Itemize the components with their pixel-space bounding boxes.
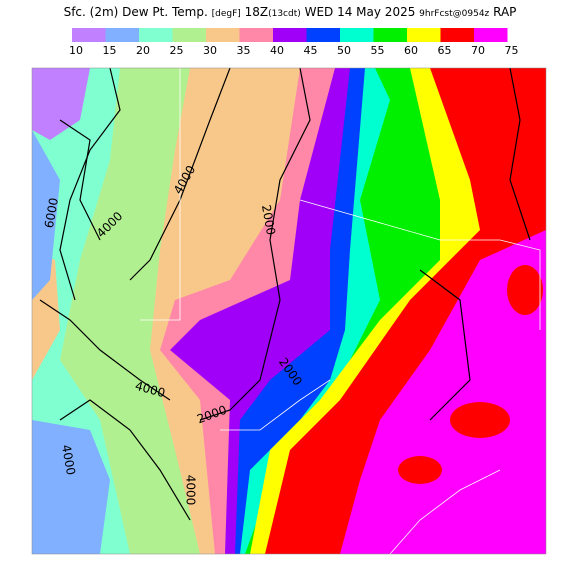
title-part: 9hrFcst@0954z bbox=[419, 9, 489, 19]
title-part: WED 14 May 2025 bbox=[305, 5, 416, 19]
colorbar-swatch bbox=[474, 28, 508, 42]
colorbar-swatch bbox=[340, 28, 374, 42]
colorbar-swatch bbox=[373, 28, 407, 42]
colorbar-swatch bbox=[105, 28, 139, 42]
region bbox=[398, 456, 442, 484]
title-part: RAP bbox=[493, 5, 516, 19]
region bbox=[32, 68, 90, 140]
colorbar-label: 65 bbox=[438, 44, 452, 57]
colorbar-label: 60 bbox=[404, 44, 418, 57]
colorbar-swatch bbox=[139, 28, 173, 42]
colorbar-label: 50 bbox=[337, 44, 351, 57]
colorbar-swatch bbox=[172, 28, 206, 42]
region bbox=[450, 402, 510, 438]
colorbar-label: 15 bbox=[103, 44, 117, 57]
colorbar-label: 55 bbox=[371, 44, 385, 57]
contour bbox=[59, 399, 191, 521]
map-frame bbox=[31, 67, 547, 555]
title-part: Sfc. (2m) Dew Pt. Temp. bbox=[64, 5, 208, 19]
contour bbox=[509, 68, 531, 241]
map bbox=[32, 68, 546, 554]
title-part: 18Z bbox=[245, 5, 269, 19]
contour bbox=[59, 68, 121, 301]
border bbox=[389, 469, 501, 554]
contour bbox=[59, 119, 101, 241]
colorbar-swatch bbox=[72, 28, 106, 42]
colorbar-swatch bbox=[239, 28, 273, 42]
region bbox=[507, 265, 543, 315]
colorbar-swatch bbox=[273, 28, 307, 42]
region bbox=[32, 130, 60, 300]
contour bbox=[419, 269, 471, 421]
border bbox=[299, 199, 541, 330]
title: Sfc. (2m) Dew Pt. Temp. [degF] 18Z(13cdt… bbox=[64, 5, 517, 19]
title-part: (13cdt) bbox=[268, 9, 301, 19]
contour bbox=[199, 68, 311, 421]
contour-label: 4000 bbox=[184, 475, 198, 506]
title-part: [degF] bbox=[212, 9, 241, 19]
colorbar-label: 20 bbox=[136, 44, 150, 57]
border bbox=[140, 68, 181, 321]
contour-label: 6000 bbox=[42, 197, 61, 230]
contour-label: 2000 bbox=[259, 204, 278, 237]
colorbar-swatch bbox=[206, 28, 240, 42]
colorbar-label: 75 bbox=[505, 44, 519, 57]
colorbar-swatch bbox=[407, 28, 441, 42]
colorbar: 10 15 20 25 30 35 40 45 50 55 60 65 70 75 bbox=[69, 28, 519, 57]
contour-label: 4000 bbox=[59, 444, 78, 477]
colorbar-label: 40 bbox=[270, 44, 284, 57]
colorbar-label: 25 bbox=[170, 44, 184, 57]
colorbar-label: 70 bbox=[471, 44, 485, 57]
colorbar-label: 30 bbox=[203, 44, 217, 57]
region bbox=[32, 420, 110, 554]
colorbar-swatch bbox=[306, 28, 340, 42]
colorbar-label: 45 bbox=[304, 44, 318, 57]
colorbar-swatch bbox=[440, 28, 474, 42]
contour bbox=[39, 299, 171, 401]
colorbar-label: 35 bbox=[237, 44, 251, 57]
border bbox=[220, 379, 331, 431]
colorbar-label: 10 bbox=[69, 44, 83, 57]
